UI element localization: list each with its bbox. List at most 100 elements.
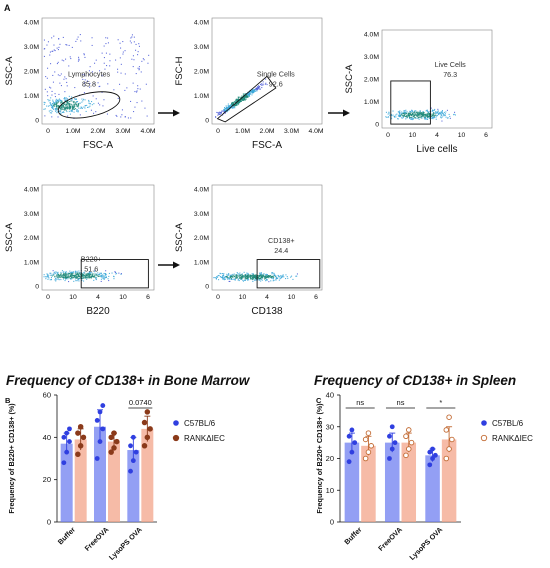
event-dot <box>55 108 57 110</box>
event-dots <box>215 78 268 118</box>
event-dot <box>137 54 139 56</box>
event-dot <box>104 273 106 275</box>
event-dot <box>259 273 261 275</box>
event-dot <box>51 90 53 92</box>
event-dot <box>72 106 74 108</box>
event-dot <box>268 281 270 283</box>
event-dot <box>103 272 105 274</box>
x-tick-label: 1.0M <box>235 128 250 135</box>
event-dot <box>234 100 236 102</box>
event-dot <box>441 111 443 113</box>
event-dot <box>242 280 244 282</box>
event-dot <box>277 275 279 277</box>
event-dot <box>65 101 67 103</box>
event-dot <box>134 106 136 108</box>
event-dot <box>68 103 70 105</box>
event-dot <box>440 111 442 113</box>
event-dot <box>220 112 222 114</box>
event-dot <box>142 58 144 60</box>
event-dot <box>49 99 51 101</box>
event-dot <box>409 118 411 120</box>
event-dot <box>238 275 240 277</box>
event-dot <box>133 36 135 38</box>
gate-shape <box>256 259 321 289</box>
event-dot <box>68 95 70 97</box>
event-dot <box>424 114 426 116</box>
event-dot <box>124 73 126 75</box>
event-dot <box>403 112 405 114</box>
y-tick-label: 30 <box>326 422 334 431</box>
event-dot <box>62 278 64 280</box>
event-dot <box>239 277 241 279</box>
event-dot <box>425 110 427 112</box>
event-dot <box>441 115 443 117</box>
event-dot <box>91 37 93 39</box>
event-dot <box>417 112 419 114</box>
event-dot <box>265 280 267 282</box>
event-dot <box>266 279 268 281</box>
event-dot <box>103 57 105 59</box>
event-dot <box>431 115 433 117</box>
event-dot <box>433 109 435 111</box>
x-tick-label: 6 <box>146 294 150 301</box>
event-dot <box>397 115 399 117</box>
plot-frame <box>211 184 323 291</box>
event-dot <box>84 277 86 279</box>
event-dot <box>417 114 419 116</box>
bar <box>94 426 106 522</box>
event-dot <box>65 97 67 99</box>
event-dot <box>70 106 72 108</box>
event-dot <box>256 90 258 92</box>
event-dot <box>226 110 228 112</box>
event-dot <box>74 271 76 273</box>
event-dot <box>401 114 403 116</box>
event-dot <box>104 277 106 279</box>
event-dot <box>75 102 77 104</box>
event-dot <box>401 117 403 119</box>
data-point <box>392 440 398 446</box>
event-dot <box>265 82 267 84</box>
event-dot <box>52 74 54 76</box>
event-dot <box>84 75 86 77</box>
event-dot <box>47 273 49 275</box>
event-dot <box>72 273 74 275</box>
event-dot <box>237 277 239 279</box>
event-dot <box>101 91 103 93</box>
event-dot <box>71 271 73 273</box>
event-dot <box>440 114 442 116</box>
event-dot <box>133 111 135 113</box>
legend-marker <box>481 420 487 426</box>
event-dot <box>70 272 72 274</box>
event-dot <box>246 93 248 95</box>
event-dot <box>240 277 242 279</box>
event-dot <box>242 99 244 101</box>
event-dot <box>100 278 102 280</box>
event-dot <box>247 274 249 276</box>
event-dot <box>416 114 418 116</box>
event-dot <box>102 274 104 276</box>
event-dot <box>91 273 93 275</box>
event-dot <box>71 278 73 280</box>
event-dot <box>47 105 49 107</box>
event-dot <box>230 104 232 106</box>
event-dot <box>404 110 406 112</box>
event-dot <box>392 114 394 116</box>
event-dot <box>399 112 401 114</box>
event-dot <box>391 118 393 120</box>
event-dot <box>400 114 402 116</box>
event-dot <box>75 108 77 110</box>
event-dot <box>444 114 446 116</box>
event-dot <box>435 118 437 120</box>
event-dot <box>55 280 57 282</box>
event-dot <box>410 112 412 114</box>
event-dot <box>68 106 70 108</box>
event-dot <box>73 111 75 113</box>
event-dot <box>135 49 137 51</box>
event-dot <box>113 278 115 280</box>
bar <box>425 455 440 522</box>
y-tick-label: 4.0M <box>24 187 39 194</box>
event-dot <box>252 273 254 275</box>
event-dot <box>64 107 66 109</box>
data-point <box>61 460 67 466</box>
